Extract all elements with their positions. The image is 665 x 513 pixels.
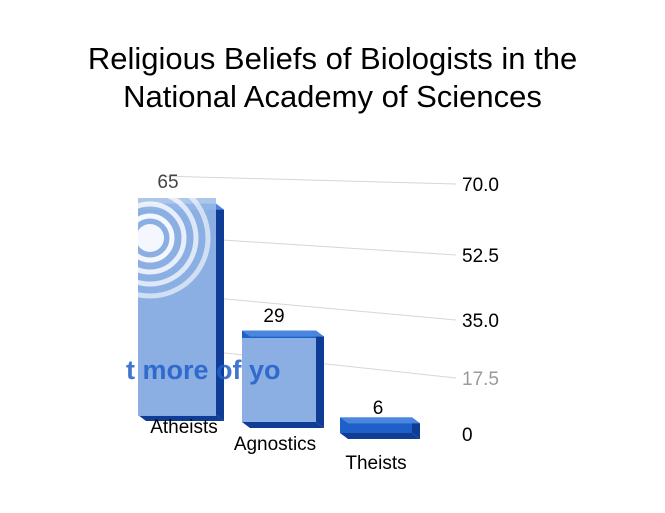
chart-title-line-1: Religious Beliefs of Biologists in the bbox=[87, 41, 578, 76]
chart-labels: 65 29 6 Atheists Agnostics Theists bbox=[150, 172, 406, 474]
watermark-center bbox=[136, 224, 164, 252]
y-tick-label: 70.0 bbox=[462, 175, 499, 196]
bar-theists bbox=[340, 417, 420, 439]
category-label-theists: Theists bbox=[345, 453, 406, 474]
y-tick-label: 0 bbox=[462, 425, 473, 446]
category-label-agnostics: Agnostics bbox=[234, 434, 316, 455]
chart-title: Religious Beliefs of Biologists in the N… bbox=[0, 40, 665, 116]
y-tick-label: 35.0 bbox=[462, 311, 499, 332]
y-tick-label: 17.5 bbox=[462, 369, 499, 390]
data-label-agnostics: 29 bbox=[263, 306, 284, 327]
chart-title-line-2: National Academy of Sciences bbox=[123, 79, 542, 114]
bar-bottom bbox=[340, 433, 420, 439]
gridline bbox=[159, 175, 457, 185]
bar-side bbox=[316, 330, 324, 428]
overlay-panel-middle bbox=[242, 338, 316, 422]
y-tick-label: 52.5 bbox=[462, 246, 499, 267]
bar-top bbox=[340, 417, 420, 424]
data-label-theists: 6 bbox=[373, 398, 384, 419]
bar-bottom bbox=[138, 415, 224, 421]
watermark-mask bbox=[70, 170, 138, 310]
photobucket-overlay: t more of yo bbox=[70, 170, 316, 422]
category-label-atheists: Atheists bbox=[150, 417, 218, 438]
y-axis-ticks: 70.0 52.5 35.0 17.5 0 bbox=[462, 175, 499, 446]
bar-side bbox=[216, 203, 224, 421]
bar-bottom bbox=[242, 422, 324, 428]
overlay-text: t more of yo bbox=[126, 355, 281, 385]
data-label-atheists: 65 bbox=[157, 172, 178, 193]
bar-top bbox=[242, 330, 324, 337]
